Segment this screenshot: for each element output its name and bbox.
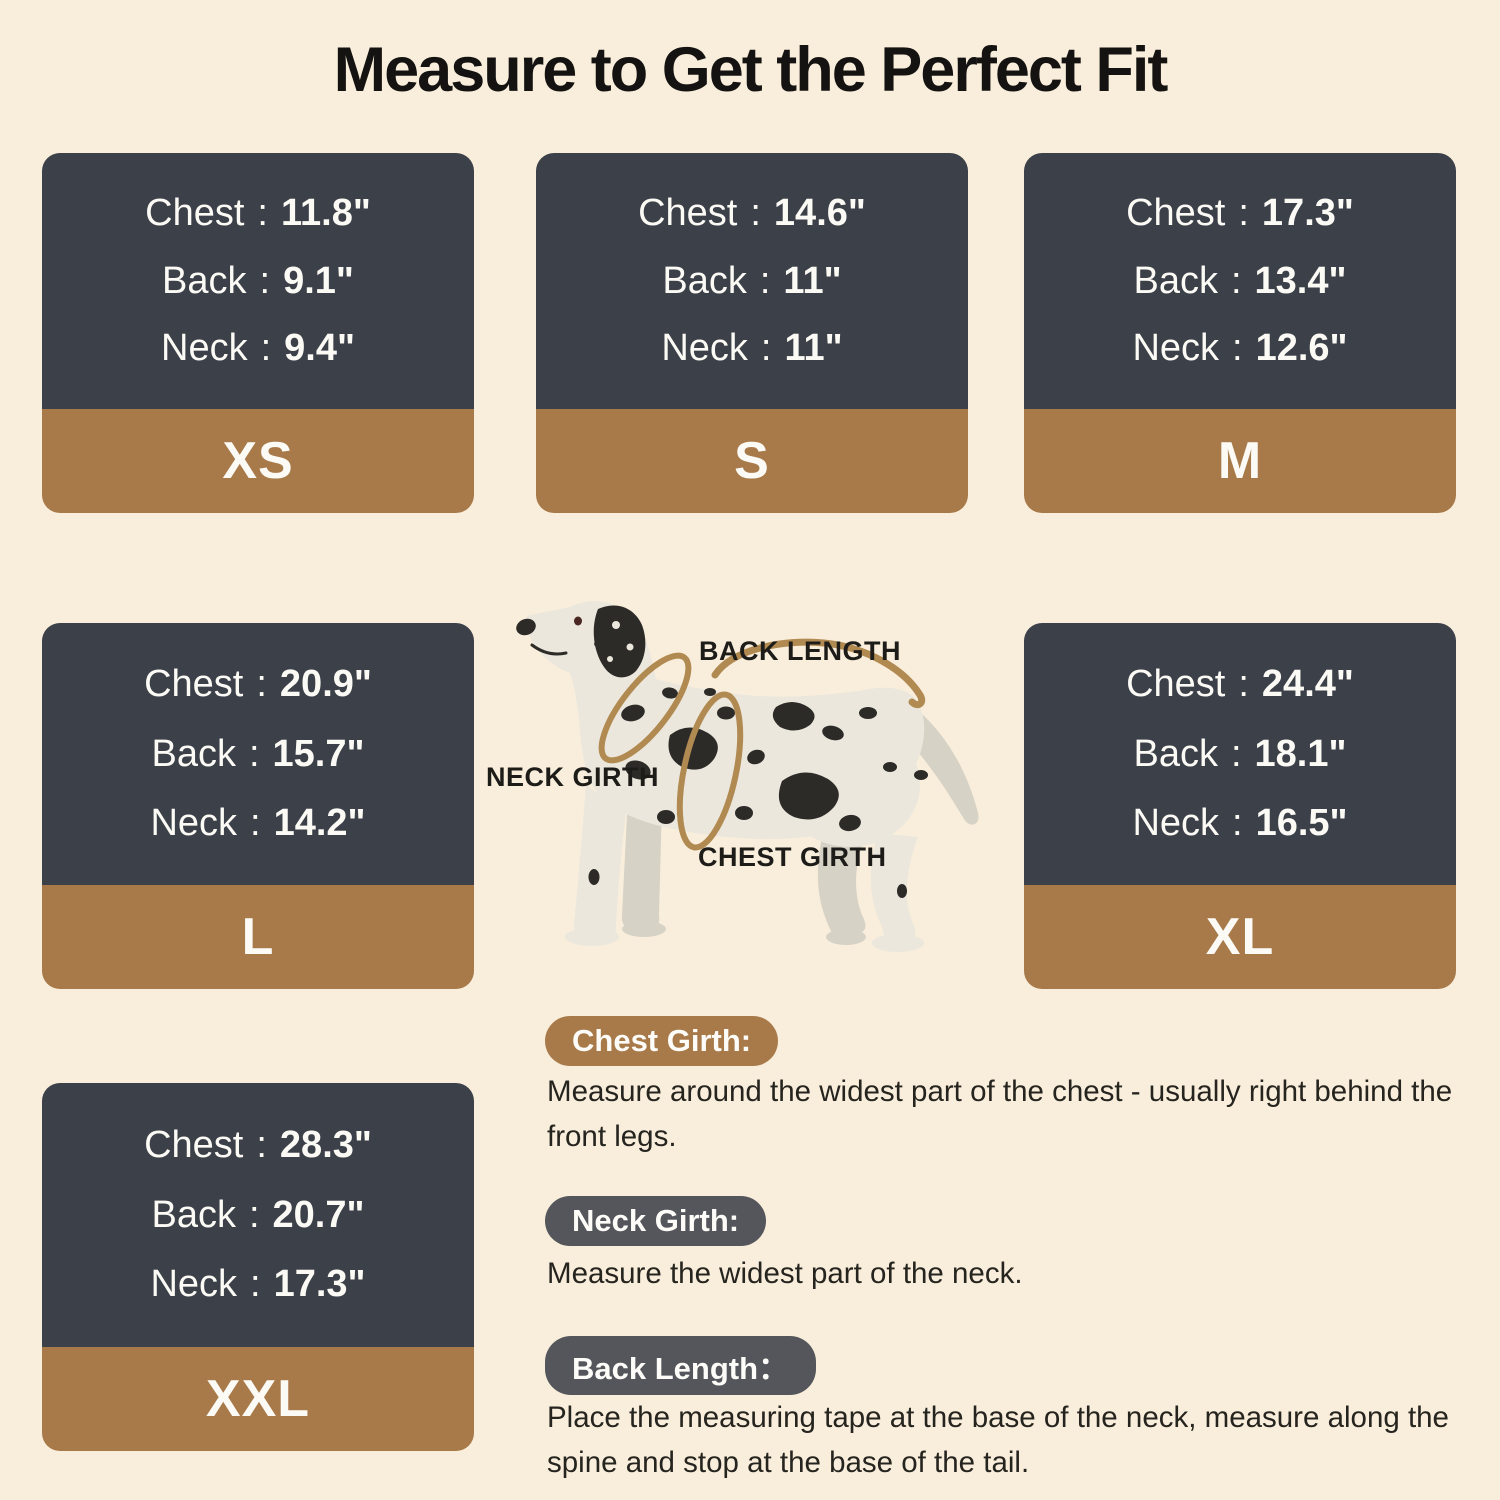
back-length-heading: Back Length：: [545, 1336, 817, 1395]
measurement-row: Chest:20.9": [144, 663, 372, 706]
dog-nose: [516, 618, 536, 636]
size-card-xxl-measurements: Chest:28.3" Back:20.7" Neck:17.3": [42, 1083, 474, 1347]
neck-girth-description: Measure the widest part of the neck.: [547, 1257, 1023, 1290]
dog-eye: [574, 616, 582, 626]
size-card-xs-measurements: Chest:11.8" Back:9.1" Neck:9.4": [42, 153, 474, 409]
measurement-row: Chest:24.4": [1126, 663, 1354, 706]
measurement-row: Back:11": [662, 259, 842, 302]
back-length-label: BACK LENGTH: [699, 636, 901, 666]
size-card-l-measurements: Chest:20.9" Back:15.7" Neck:14.2": [42, 623, 474, 885]
size-card-l: Chest:20.9" Back:15.7" Neck:14.2" L: [42, 623, 474, 989]
size-band-s: S: [536, 409, 968, 513]
neck-girth-heading: Neck Girth:: [545, 1196, 767, 1246]
dalmatian-illustration: [516, 601, 979, 952]
measurement-row: Chest:11.8": [145, 191, 371, 234]
measurement-row: Back:18.1": [1133, 732, 1347, 775]
measurement-row: Neck:11": [661, 327, 843, 370]
measurement-row: Neck:16.5": [1132, 801, 1348, 844]
size-card-xl-measurements: Chest:24.4" Back:18.1" Neck:16.5": [1024, 623, 1456, 885]
measurement-row: Neck:12.6": [1132, 327, 1348, 370]
measurement-row: Chest:28.3": [144, 1123, 372, 1166]
size-band-xs: XS: [42, 409, 474, 513]
size-card-xxl: Chest:28.3" Back:20.7" Neck:17.3" XXL: [42, 1083, 474, 1451]
measurement-row: Back:15.7": [151, 732, 365, 775]
chest-girth-heading: Chest Girth:: [545, 1016, 779, 1066]
back-length-description: Place the measuring tape at the base of …: [547, 1401, 1449, 1479]
neck-girth-label: NECK GIRTH: [486, 762, 659, 792]
size-card-m: Chest:17.3" Back:13.4" Neck:12.6" M: [1024, 153, 1456, 513]
size-band-l: L: [42, 885, 474, 989]
size-card-xl: Chest:24.4" Back:18.1" Neck:16.5" XL: [1024, 623, 1456, 989]
size-band-xxl: XXL: [42, 1347, 474, 1451]
measurement-row: Back:13.4": [1133, 259, 1347, 302]
neck-girth-tape-icon: [598, 652, 692, 764]
size-band-xl: XL: [1024, 885, 1456, 989]
back-length-tape-icon: [711, 638, 926, 709]
page-title: Measure to Get the Perfect Fit: [333, 35, 1169, 105]
measurement-row: Chest:14.6": [638, 191, 866, 234]
measurement-row: Neck:14.2": [150, 801, 366, 844]
size-card-s-measurements: Chest:14.6" Back:11" Neck:11": [536, 153, 968, 409]
dog-mouth: [530, 643, 568, 656]
size-card-xs: Chest:11.8" Back:9.1" Neck:9.4" XS: [42, 153, 474, 513]
measurement-row: Neck:9.4": [161, 327, 355, 370]
chest-girth-tape-icon: [676, 691, 744, 851]
size-card-s: Chest:14.6" Back:11" Neck:11" S: [536, 153, 968, 513]
measurement-row: Neck:17.3": [150, 1263, 366, 1306]
dog-measurement-diagram: [478, 585, 1043, 1005]
chest-girth-description: Measure around the widest part of the ch…: [547, 1075, 1453, 1153]
measurement-row: Back:9.1": [162, 259, 354, 302]
size-band-m: M: [1024, 409, 1456, 513]
chest-girth-label: CHEST GIRTH: [698, 842, 887, 872]
measurement-row: Back:20.7": [151, 1193, 365, 1236]
size-card-m-measurements: Chest:17.3" Back:13.4" Neck:12.6": [1024, 153, 1456, 409]
dog-ear: [593, 605, 646, 678]
measurement-row: Chest:17.3": [1126, 191, 1354, 234]
